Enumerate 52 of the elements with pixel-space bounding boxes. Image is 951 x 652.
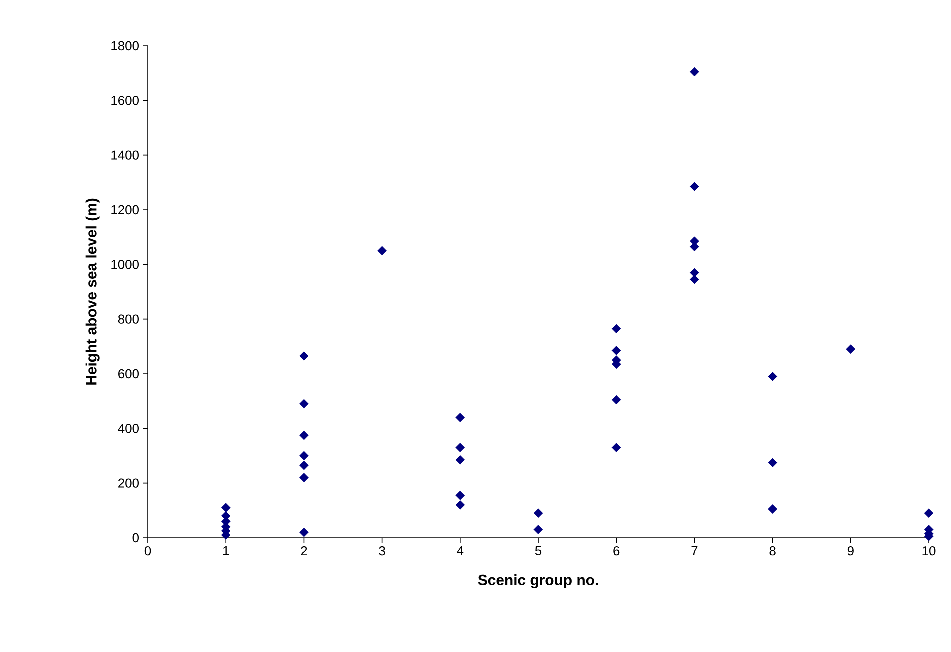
y-tick-label: 1800 [112, 41, 139, 51]
y-tick-label: 1200 [112, 205, 139, 215]
point [612, 443, 622, 452]
point [456, 455, 466, 465]
point [690, 274, 700, 284]
point [768, 504, 778, 514]
point [612, 324, 622, 334]
point [690, 67, 700, 77]
point [534, 525, 544, 534]
y-axis-title: Height above sea level (m) [86, 198, 100, 385]
point [300, 528, 309, 538]
x-tick-label: 4 [457, 546, 464, 556]
point [456, 413, 466, 422]
y-tick-label: 600 [118, 369, 139, 379]
x-tick-label: 5 [535, 546, 542, 556]
point [612, 346, 622, 356]
point [690, 182, 700, 192]
x-tick-label: 8 [770, 546, 776, 556]
y-tick-label: 1400 [112, 150, 139, 160]
x-tick-label: 1 [223, 546, 230, 556]
point [768, 372, 778, 382]
point [456, 500, 466, 510]
x-tick-label: 0 [144, 546, 152, 556]
point [300, 460, 309, 470]
point [300, 430, 309, 440]
point [846, 344, 856, 354]
y-tick-label: 200 [118, 478, 139, 488]
y-tick-label: 1000 [112, 260, 139, 270]
point [378, 246, 387, 256]
point [612, 395, 622, 405]
y-tick-label: 1600 [112, 96, 139, 106]
point [456, 490, 466, 500]
point [456, 443, 466, 452]
x-tick-label: 6 [614, 546, 620, 556]
y-tick-label: 0 [132, 533, 139, 543]
point [300, 352, 309, 361]
x-tick-label: 10 [922, 546, 936, 556]
point [768, 458, 778, 468]
x-tick-label: 9 [848, 546, 854, 556]
point [300, 473, 309, 483]
point [534, 508, 544, 518]
point [924, 508, 934, 518]
y-tick-label: 400 [118, 424, 139, 434]
y-tick-label: 800 [118, 314, 139, 324]
x-tick-label: 3 [379, 546, 386, 556]
point [221, 503, 231, 513]
point [690, 268, 700, 278]
x-tick-label: 2 [301, 546, 308, 556]
point [300, 399, 309, 409]
x-tick-label: 7 [692, 546, 698, 556]
x-axis-title: Scenic group no. [478, 574, 598, 589]
point [300, 451, 309, 461]
